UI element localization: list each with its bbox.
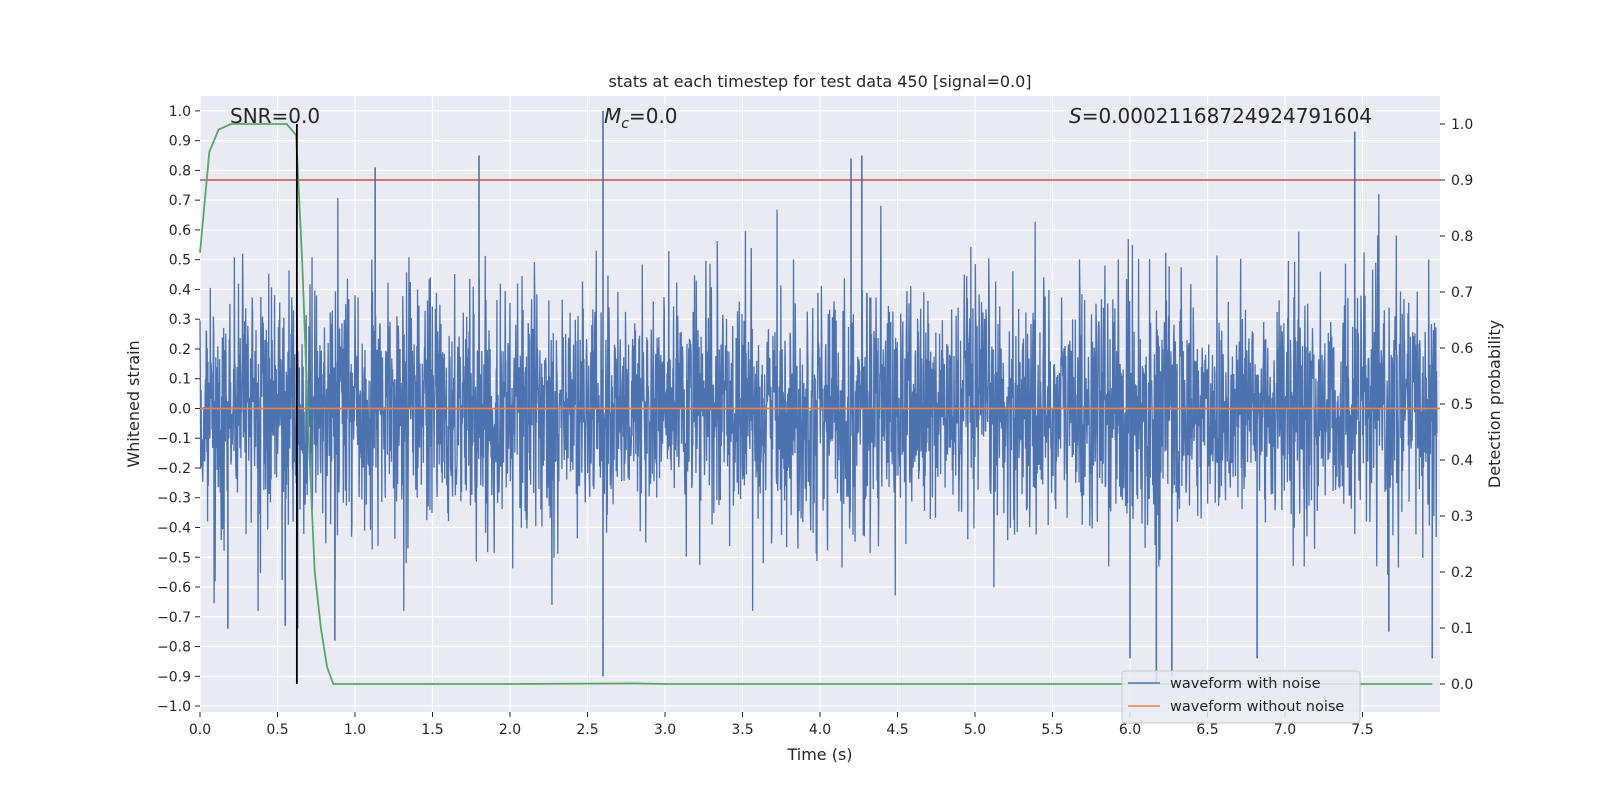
y-axis-title-right: Detection probability — [1485, 320, 1504, 488]
y-tick-label-18: −0.8 — [157, 640, 191, 656]
y-tick-label-12: −0.2 — [157, 461, 191, 477]
legend-label-noise: waveform with noise — [1170, 676, 1321, 692]
y-right-tick-label-10: 0.0 — [1451, 677, 1473, 693]
y-right-tick-label-0: 1.0 — [1451, 117, 1473, 133]
x-tick-label-8: 4.0 — [809, 722, 831, 738]
chirp-mass-annotation: Mc=0.0 — [604, 104, 678, 132]
legend-label-clean: waveform without noise — [1170, 699, 1344, 715]
y-right-tick-label-7: 0.3 — [1451, 509, 1473, 525]
y-right-tick-label-4: 0.6 — [1451, 341, 1473, 357]
x-tick-label-1: 0.5 — [266, 722, 288, 738]
overlay-lines — [199, 123, 1440, 685]
chirp-mass-value: =0.0 — [629, 104, 678, 128]
x-tick-label-12: 6.0 — [1119, 722, 1141, 738]
chirp-mass-subscript: c — [621, 116, 629, 132]
s-value: =0.00021168724924791604 — [1082, 104, 1372, 128]
y-tick-label-8: 0.2 — [169, 342, 191, 358]
y-tick-label-2: 0.8 — [169, 163, 191, 179]
y-tick-label-10: 0.0 — [169, 401, 191, 417]
y-tick-label-17: −0.7 — [157, 610, 191, 626]
y-tick-label-11: −0.1 — [157, 431, 191, 447]
y-right-tick-label-5: 0.5 — [1451, 397, 1473, 413]
y-right-tick-label-6: 0.4 — [1451, 453, 1473, 469]
y-tick-label-4: 0.6 — [169, 223, 191, 239]
legend: waveform with noise waveform without noi… — [1121, 670, 1361, 724]
x-tick-label-7: 3.5 — [731, 722, 753, 738]
y-tick-label-14: −0.4 — [157, 520, 191, 536]
y-right-tick-label-1: 0.9 — [1451, 173, 1473, 189]
x-tick-label-13: 6.5 — [1196, 722, 1218, 738]
x-tick-label-14: 7.0 — [1274, 722, 1296, 738]
x-tick-label-3: 1.5 — [421, 722, 443, 738]
y-ticks-right: 1.0 0.9 0.8 0.7 0.6 0.5 0.4 0.3 0.2 0.1 0.0 — [1440, 117, 1473, 693]
legend-box — [1121, 670, 1361, 724]
s-statistic-annotation: S=0.00021168724924791604 — [1069, 104, 1372, 128]
y-tick-label-7: 0.3 — [169, 312, 191, 328]
snr-annotation: SNR=0.0 — [230, 104, 320, 128]
y-tick-label-1: 0.9 — [169, 134, 191, 150]
x-tick-label-9: 4.5 — [886, 722, 908, 738]
y-tick-label-3: 0.7 — [169, 193, 191, 209]
y-tick-label-15: −0.5 — [157, 550, 191, 566]
x-tick-label-6: 3.0 — [654, 722, 676, 738]
x-tick-label-15: 7.5 — [1351, 722, 1373, 738]
y-right-tick-label-3: 0.7 — [1451, 285, 1473, 301]
y-tick-label-0: 1.0 — [169, 104, 191, 120]
y-right-tick-label-2: 0.8 — [1451, 229, 1473, 245]
y-tick-label-9: 0.1 — [169, 372, 191, 388]
y-tick-label-5: 0.5 — [169, 253, 191, 269]
detection-probability-line — [199, 123, 1433, 685]
x-ticks: 0.0 0.5 1.0 1.5 2.0 2.5 3.0 3.5 4.0 4.5 5.0 5.5 6.0 6… — [189, 712, 1374, 738]
x-axis-title: Time (s) — [786, 745, 852, 764]
y-tick-label-6: 0.4 — [169, 282, 191, 298]
y-right-tick-label-8: 0.2 — [1451, 565, 1473, 581]
x-tick-label-10: 5.0 — [964, 722, 986, 738]
x-tick-label-11: 5.5 — [1041, 722, 1063, 738]
x-tick-label-0: 0.0 — [189, 722, 211, 738]
y-tick-label-13: −0.3 — [157, 491, 191, 507]
y-right-tick-label-9: 0.1 — [1451, 621, 1473, 637]
noise-waveform-path — [199, 194, 1438, 611]
y-axis-title-left: Whitened strain — [124, 340, 143, 467]
chirp-mass-symbol: M — [604, 104, 621, 128]
s-symbol: S — [1069, 104, 1082, 128]
x-tick-label-2: 1.0 — [344, 722, 366, 738]
chart-title: stats at each timestep for test data 450… — [608, 72, 1031, 91]
y-ticks-left: 1.0 0.9 0.8 0.7 0.6 0.5 0.4 0.3 0.2 0.1 0.0 −0.1 −0.… — [157, 104, 200, 715]
y-tick-label-20: −1.0 — [157, 699, 191, 715]
y-tick-label-19: −0.9 — [157, 669, 191, 685]
x-tick-label-5: 2.5 — [576, 722, 598, 738]
x-tick-label-4: 2.0 — [499, 722, 521, 738]
y-tick-label-16: −0.6 — [157, 580, 191, 596]
